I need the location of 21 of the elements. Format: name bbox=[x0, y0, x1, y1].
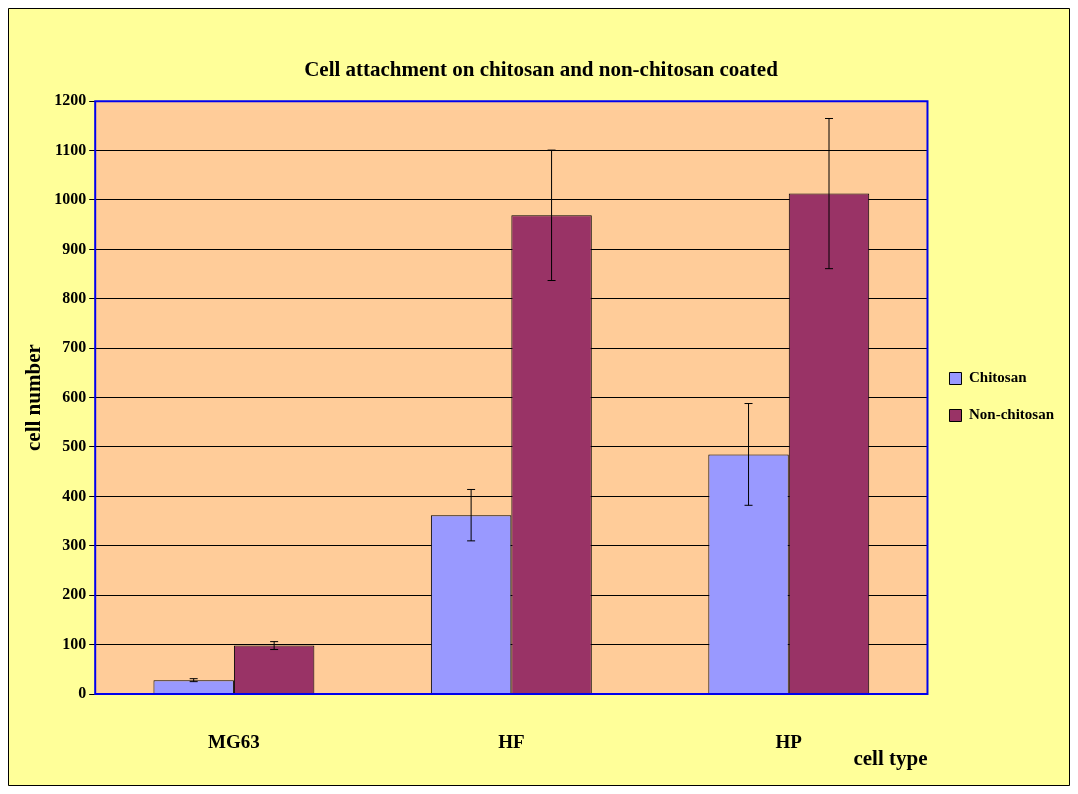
x-tick-label: HP bbox=[775, 731, 803, 753]
x-axis-title: cell type bbox=[853, 745, 928, 770]
y-tick-label: 1100 bbox=[55, 140, 87, 158]
y-tick-label: 300 bbox=[62, 535, 87, 553]
y-tick-label: 100 bbox=[62, 634, 87, 652]
legend-label: Non-chitosan bbox=[968, 406, 1055, 423]
x-tick-label: MG63 bbox=[208, 731, 260, 753]
y-tick-label: 700 bbox=[62, 338, 87, 356]
y-tick-label: 600 bbox=[62, 387, 87, 405]
y-tick-label: 900 bbox=[62, 239, 87, 257]
y-tick-label: 0 bbox=[78, 684, 87, 702]
y-tick-label: 500 bbox=[62, 437, 87, 455]
chart-title: Cell attachment on chitosan and non-chitosan coated bbox=[304, 57, 779, 82]
y-tick-label: 400 bbox=[62, 486, 87, 504]
x-tick-label: HF bbox=[498, 731, 525, 753]
y-tick-label: 200 bbox=[62, 585, 87, 603]
y-tick-label: 800 bbox=[62, 288, 87, 306]
y-axis-title: cell number bbox=[21, 344, 46, 451]
legend-label: Chitosan bbox=[968, 369, 1028, 386]
y-tick-label: 1200 bbox=[54, 91, 87, 109]
y-tick-label: 1000 bbox=[54, 190, 87, 208]
